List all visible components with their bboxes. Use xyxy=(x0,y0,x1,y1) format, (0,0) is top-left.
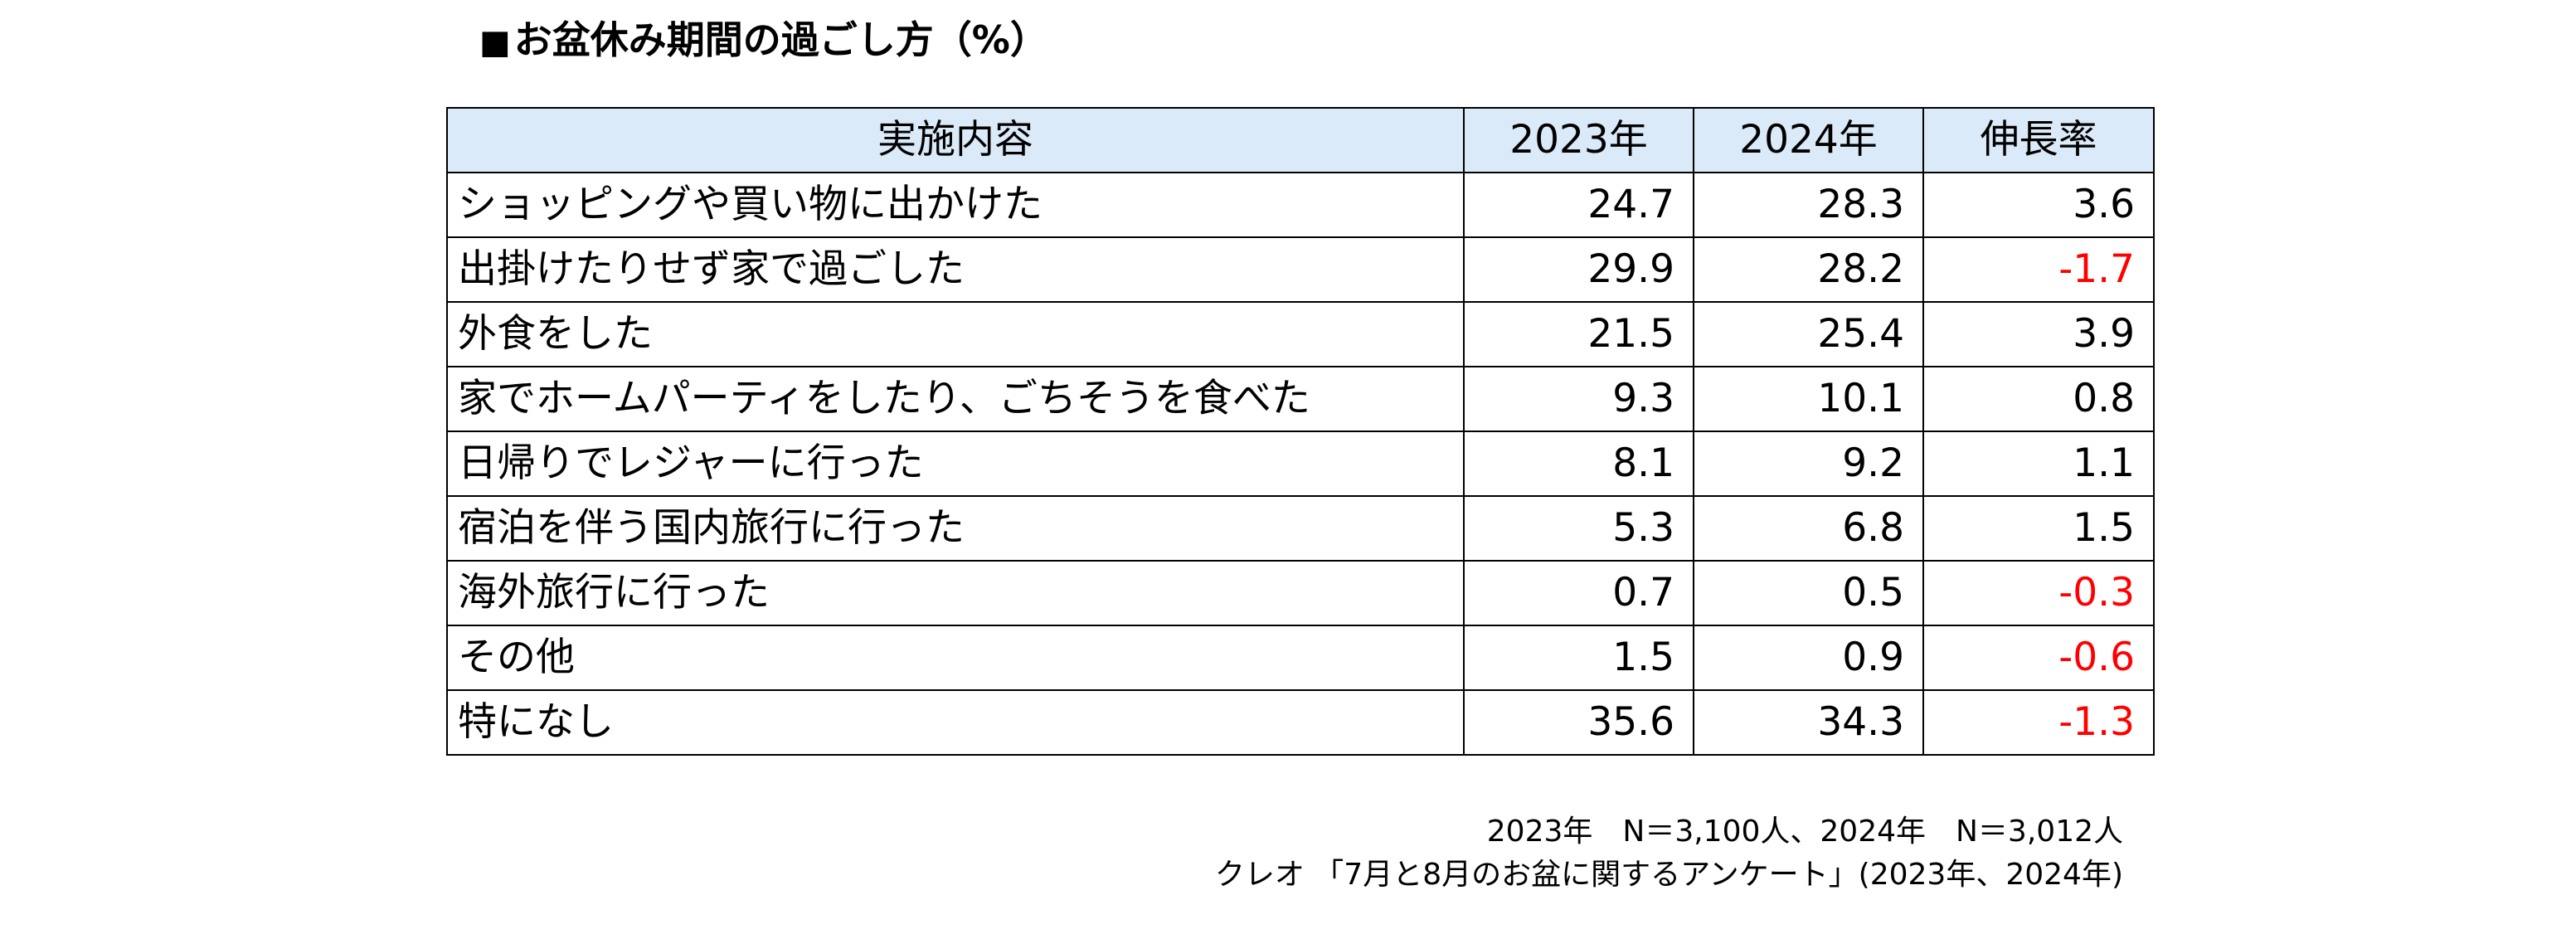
cell-growth: 3.6 xyxy=(1922,172,2155,238)
table-header-row: 実施内容 2023年 2024年 伸長率 xyxy=(446,107,2155,173)
table-row: 宿泊を伴う国内旅行に行った 5.3 6.8 1.5 xyxy=(446,495,2155,562)
table-row: 海外旅行に行った 0.7 0.5 -0.3 xyxy=(446,560,2155,626)
cell-2023: 8.1 xyxy=(1463,431,1694,497)
results-table: 実施内容 2023年 2024年 伸長率 ショッピングや買い物に出かけた 24.7… xyxy=(446,107,2155,756)
cell-2024: 0.9 xyxy=(1693,625,1924,691)
cell-2024: 10.1 xyxy=(1693,366,1924,432)
cell-growth: 3.9 xyxy=(1922,301,2155,367)
table-row: ショッピングや買い物に出かけた 24.7 28.3 3.6 xyxy=(446,172,2155,238)
column-header-2024: 2024年 xyxy=(1693,107,1924,173)
cell-2024: 0.5 xyxy=(1693,560,1924,626)
cell-growth: -1.7 xyxy=(1922,236,2155,303)
cell-item: ショッピングや買い物に出かけた xyxy=(446,172,1465,238)
column-header-item: 実施内容 xyxy=(446,107,1465,173)
cell-2024: 34.3 xyxy=(1693,689,1924,756)
cell-2023: 24.7 xyxy=(1463,172,1694,238)
table-row: 家でホームパーティをしたり、ごちそうを食べた 9.3 10.1 0.8 xyxy=(446,366,2155,432)
table-row: その他 1.5 0.9 -0.6 xyxy=(446,625,2155,691)
cell-item: 出掛けたりせず家で過ごした xyxy=(446,236,1465,303)
cell-2023: 9.3 xyxy=(1463,366,1694,432)
cell-2023: 29.9 xyxy=(1463,236,1694,303)
cell-item: 日帰りでレジャーに行った xyxy=(446,431,1465,497)
cell-growth: -0.3 xyxy=(1922,560,2155,626)
cell-2023: 21.5 xyxy=(1463,301,1694,367)
cell-item: 宿泊を伴う国内旅行に行った xyxy=(446,495,1465,562)
chart-title-text: お盆休み期間の過ごし方（%） xyxy=(513,17,1048,62)
cell-growth: 1.5 xyxy=(1922,495,2155,562)
cell-2024: 9.2 xyxy=(1693,431,1924,497)
cell-item: 特になし xyxy=(446,689,1465,756)
source-note: クレオ 「7月と8月のお盆に関するアンケート」(2023年、2024年) xyxy=(1214,858,2123,892)
cell-item: 家でホームパーティをしたり、ごちそうを食べた xyxy=(446,366,1465,432)
cell-growth: -1.3 xyxy=(1922,689,2155,756)
table-row: 外食をした 21.5 25.4 3.9 xyxy=(446,301,2155,367)
chart-title: ■お盆休み期間の過ごし方（%） xyxy=(479,13,1048,69)
table-row: 特になし 35.6 34.3 -1.3 xyxy=(446,689,2155,756)
table-body: ショッピングや買い物に出かけた 24.7 28.3 3.6 出掛けたりせず家で過ごした 2… xyxy=(446,172,2155,756)
cell-2023: 35.6 xyxy=(1463,689,1694,756)
cell-growth: 0.8 xyxy=(1922,366,2155,432)
cell-2023: 5.3 xyxy=(1463,495,1694,562)
square-bullet-icon: ■ xyxy=(479,23,511,61)
cell-item: 海外旅行に行った xyxy=(446,560,1465,626)
cell-growth: -0.6 xyxy=(1922,625,2155,691)
column-header-growth: 伸長率 xyxy=(1922,107,2155,173)
cell-2024: 28.3 xyxy=(1693,172,1924,238)
cell-2024: 25.4 xyxy=(1693,301,1924,367)
cell-2023: 1.5 xyxy=(1463,625,1694,691)
cell-2024: 28.2 xyxy=(1693,236,1924,303)
cell-growth: 1.1 xyxy=(1922,431,2155,497)
cell-item: その他 xyxy=(446,625,1465,691)
sample-size-note: 2023年 N＝3,100人、2024年 N＝3,012人 xyxy=(1486,815,2123,849)
table-row: 日帰りでレジャーに行った 8.1 9.2 1.1 xyxy=(446,431,2155,497)
cell-item: 外食をした xyxy=(446,301,1465,367)
table-row: 出掛けたりせず家で過ごした 29.9 28.2 -1.7 xyxy=(446,236,2155,303)
cell-2024: 6.8 xyxy=(1693,495,1924,562)
cell-2023: 0.7 xyxy=(1463,560,1694,626)
column-header-2023: 2023年 xyxy=(1463,107,1694,173)
